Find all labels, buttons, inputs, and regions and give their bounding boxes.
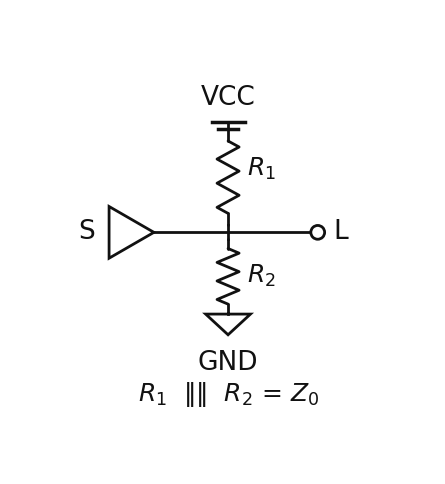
Text: L: L	[333, 219, 348, 245]
Text: S: S	[78, 219, 95, 245]
Text: $R_1$  $\Vert\Vert$  $R_2$ = $Z_0$: $R_1$ $\Vert\Vert$ $R_2$ = $Z_0$	[138, 380, 319, 409]
Text: GND: GND	[198, 350, 258, 376]
Text: VCC: VCC	[201, 85, 255, 111]
Text: $R_1$: $R_1$	[247, 155, 276, 182]
Circle shape	[311, 226, 325, 239]
Text: $R_2$: $R_2$	[247, 263, 276, 289]
